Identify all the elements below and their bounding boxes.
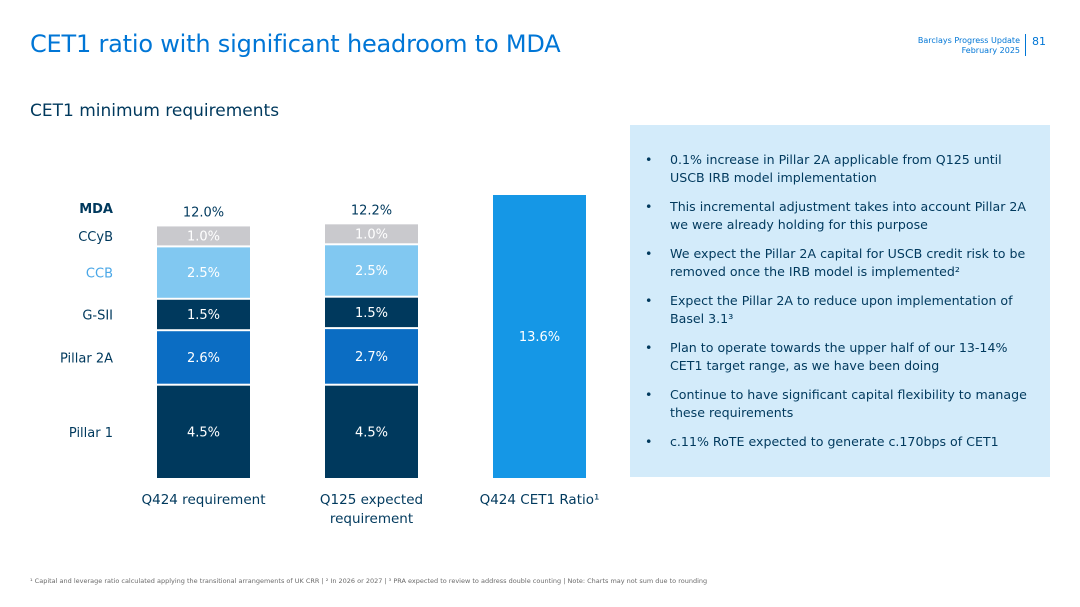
bar-value-label: 1.0%	[187, 229, 220, 244]
bar-ccyb	[325, 224, 418, 244]
row-label-ccyb: CCyB	[78, 230, 113, 245]
bar-value-label: 4.5%	[187, 425, 220, 440]
bar-pillar-1	[157, 385, 250, 478]
row-label-pillar-2a: Pillar 2A	[60, 351, 113, 366]
bar-value-label: 1.5%	[187, 308, 220, 323]
bar-value-label: 2.7%	[355, 350, 388, 365]
section-subtitle: CET1 minimum requirements	[30, 101, 280, 121]
commentary-bullet: This incremental adjustment takes into a…	[645, 198, 1036, 234]
row-label-g-sii: G-SII	[82, 308, 113, 323]
commentary-bullet: Expect the Pillar 2A to reduce upon impl…	[645, 292, 1036, 328]
bar-g-sii	[157, 299, 250, 330]
brand-line-1: Barclays Progress Update	[917, 36, 1020, 45]
bar-g-sii	[325, 297, 418, 328]
bar-value-label: 2.6%	[187, 351, 220, 366]
page-title: CET1 ratio with significant headroom to …	[30, 30, 561, 58]
bar-pillar-2a	[157, 331, 250, 384]
category-label: Q125 expected	[320, 492, 423, 508]
commentary-bullet: c.11% RoTE expected to generate c.170bps…	[645, 433, 1036, 451]
bar-value-label: 13.6%	[519, 330, 560, 345]
bar-value-label: 2.5%	[187, 266, 220, 281]
bar-total-label: 12.2%	[351, 203, 392, 218]
page-number: 81	[1032, 35, 1046, 48]
footnote: ¹ Capital and leverage ratio calculated …	[30, 577, 708, 585]
row-label-mda: MDA	[79, 202, 113, 217]
bar-value-label: 1.0%	[355, 227, 388, 242]
category-label: Q424 requirement	[142, 492, 266, 508]
category-label: Q424 CET1 Ratio¹	[480, 492, 600, 508]
bar-total-label: 12.0%	[183, 205, 224, 220]
bar-ccb	[325, 245, 418, 296]
header-divider	[1025, 34, 1026, 56]
commentary-box: 0.1% increase in Pillar 2A applicable fr…	[630, 125, 1050, 477]
row-label-pillar-1: Pillar 1	[69, 426, 113, 441]
commentary-bullet: 0.1% increase in Pillar 2A applicable fr…	[645, 151, 1036, 187]
category-label: requirement	[330, 511, 413, 527]
row-label-ccb: CCB	[86, 267, 113, 282]
bar-value-label: 1.5%	[355, 306, 388, 321]
bar-pillar-2a	[325, 329, 418, 384]
commentary-bullet: Continue to have significant capital fle…	[645, 386, 1036, 422]
brand-header: Barclays Progress Update February 2025	[918, 36, 1020, 56]
bar-cet1-ratio	[493, 195, 586, 478]
bar-value-label: 2.5%	[355, 264, 388, 279]
commentary-bullet: We expect the Pillar 2A capital for USCB…	[645, 245, 1036, 281]
cet1-stacked-bar-chart: 4.5% 2.6% 1.5% 2.5% 1.0% 12.0% Q424 requiremen…	[60, 195, 600, 527]
brand-line-2: February 2025	[961, 46, 1020, 55]
commentary-bullet: Plan to operate towards the upper half o…	[645, 339, 1036, 375]
bar-value-label: 4.5%	[355, 425, 388, 440]
bar-ccb	[157, 247, 250, 298]
bar-pillar-1	[325, 385, 418, 478]
bar-ccyb	[157, 226, 250, 246]
commentary-list: 0.1% increase in Pillar 2A applicable fr…	[630, 125, 1050, 451]
